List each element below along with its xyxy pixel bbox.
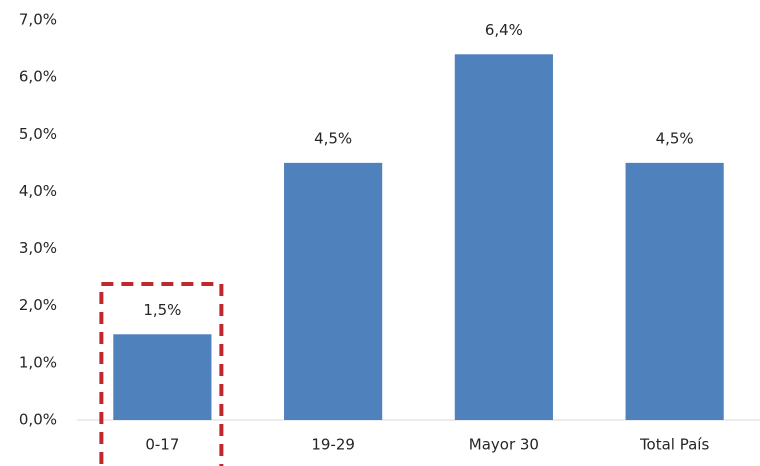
value-label: 6,4% — [485, 21, 523, 39]
highlight-box — [99, 282, 224, 466]
x-tick-label: Mayor 30 — [469, 436, 539, 454]
y-tick-label: 7,0% — [19, 11, 57, 29]
value-label: 1,5% — [143, 301, 181, 319]
bar — [284, 162, 383, 420]
value-label: 4,5% — [314, 129, 352, 147]
x-tick-label: 19-29 — [311, 436, 355, 454]
y-tick-label: 2,0% — [19, 296, 57, 314]
y-tick-label: 5,0% — [19, 125, 57, 143]
y-tick-label: 1,0% — [19, 353, 57, 371]
x-tick-label: Total País — [639, 436, 710, 454]
bar — [454, 54, 553, 421]
x-tick-label: 0-17 — [145, 436, 179, 454]
value-label: 4,5% — [656, 129, 694, 147]
bar — [113, 334, 212, 420]
y-tick-label: 0,0% — [19, 411, 57, 429]
bar — [625, 162, 724, 420]
y-tick-label: 4,0% — [19, 182, 57, 200]
y-tick-label: 6,0% — [19, 68, 57, 86]
y-tick-label: 3,0% — [19, 239, 57, 257]
